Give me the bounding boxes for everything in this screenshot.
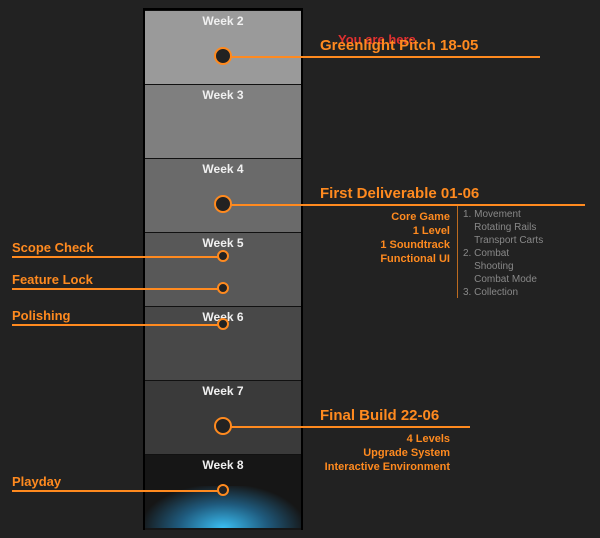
connector-line [12,324,223,326]
milestone-marker [214,195,232,213]
week-label: Week 7 [145,384,301,398]
milestone-marker [214,417,232,435]
connector-line [223,56,540,58]
feature-separator [457,205,458,298]
week-block: Week 3 [145,84,301,158]
week-label: Week 2 [145,14,301,28]
milestone-title-first-deliverable: First Deliverable 01-06 [320,185,479,202]
week-block: Week 5 [145,232,301,306]
week-label: Week 4 [145,162,301,176]
milestone-marker [214,47,232,65]
connector-line [223,426,470,428]
week-label: Week 3 [145,88,301,102]
event-marker [217,318,229,330]
milestone-details-final-build: 4 LevelsUpgrade SystemInteractive Enviro… [325,432,450,474]
milestone-features-first-deliverable: 1. Movement Rotating Rails Transport Car… [463,208,543,299]
event-marker [217,250,229,262]
milestone-details-first-deliverable: Core Game1 Level1 SoundtrackFunctional U… [380,210,450,266]
connector-line [223,204,585,206]
connector-line [12,490,223,492]
event-title-feature-lock: Feature Lock [12,272,122,287]
event-marker [217,484,229,496]
connector-line [12,288,223,290]
timeline-diagram: Week 2Week 3Week 4Week 5Week 6Week 7Week… [0,0,600,538]
milestone-title-final-build: Final Build 22-06 [320,407,439,424]
milestone-title-greenlight: Greenlight Pitch 18-05 [320,37,478,54]
event-title-polishing: Polishing [12,308,122,323]
timeline-column: Week 2Week 3Week 4Week 5Week 6Week 7Week… [143,8,303,530]
event-title-scope-check: Scope Check [12,240,122,255]
week-label: Week 5 [145,236,301,250]
event-marker [217,282,229,294]
event-title-playday: Playday [12,474,122,489]
week-label: Week 8 [145,458,301,472]
connector-line [12,256,223,258]
